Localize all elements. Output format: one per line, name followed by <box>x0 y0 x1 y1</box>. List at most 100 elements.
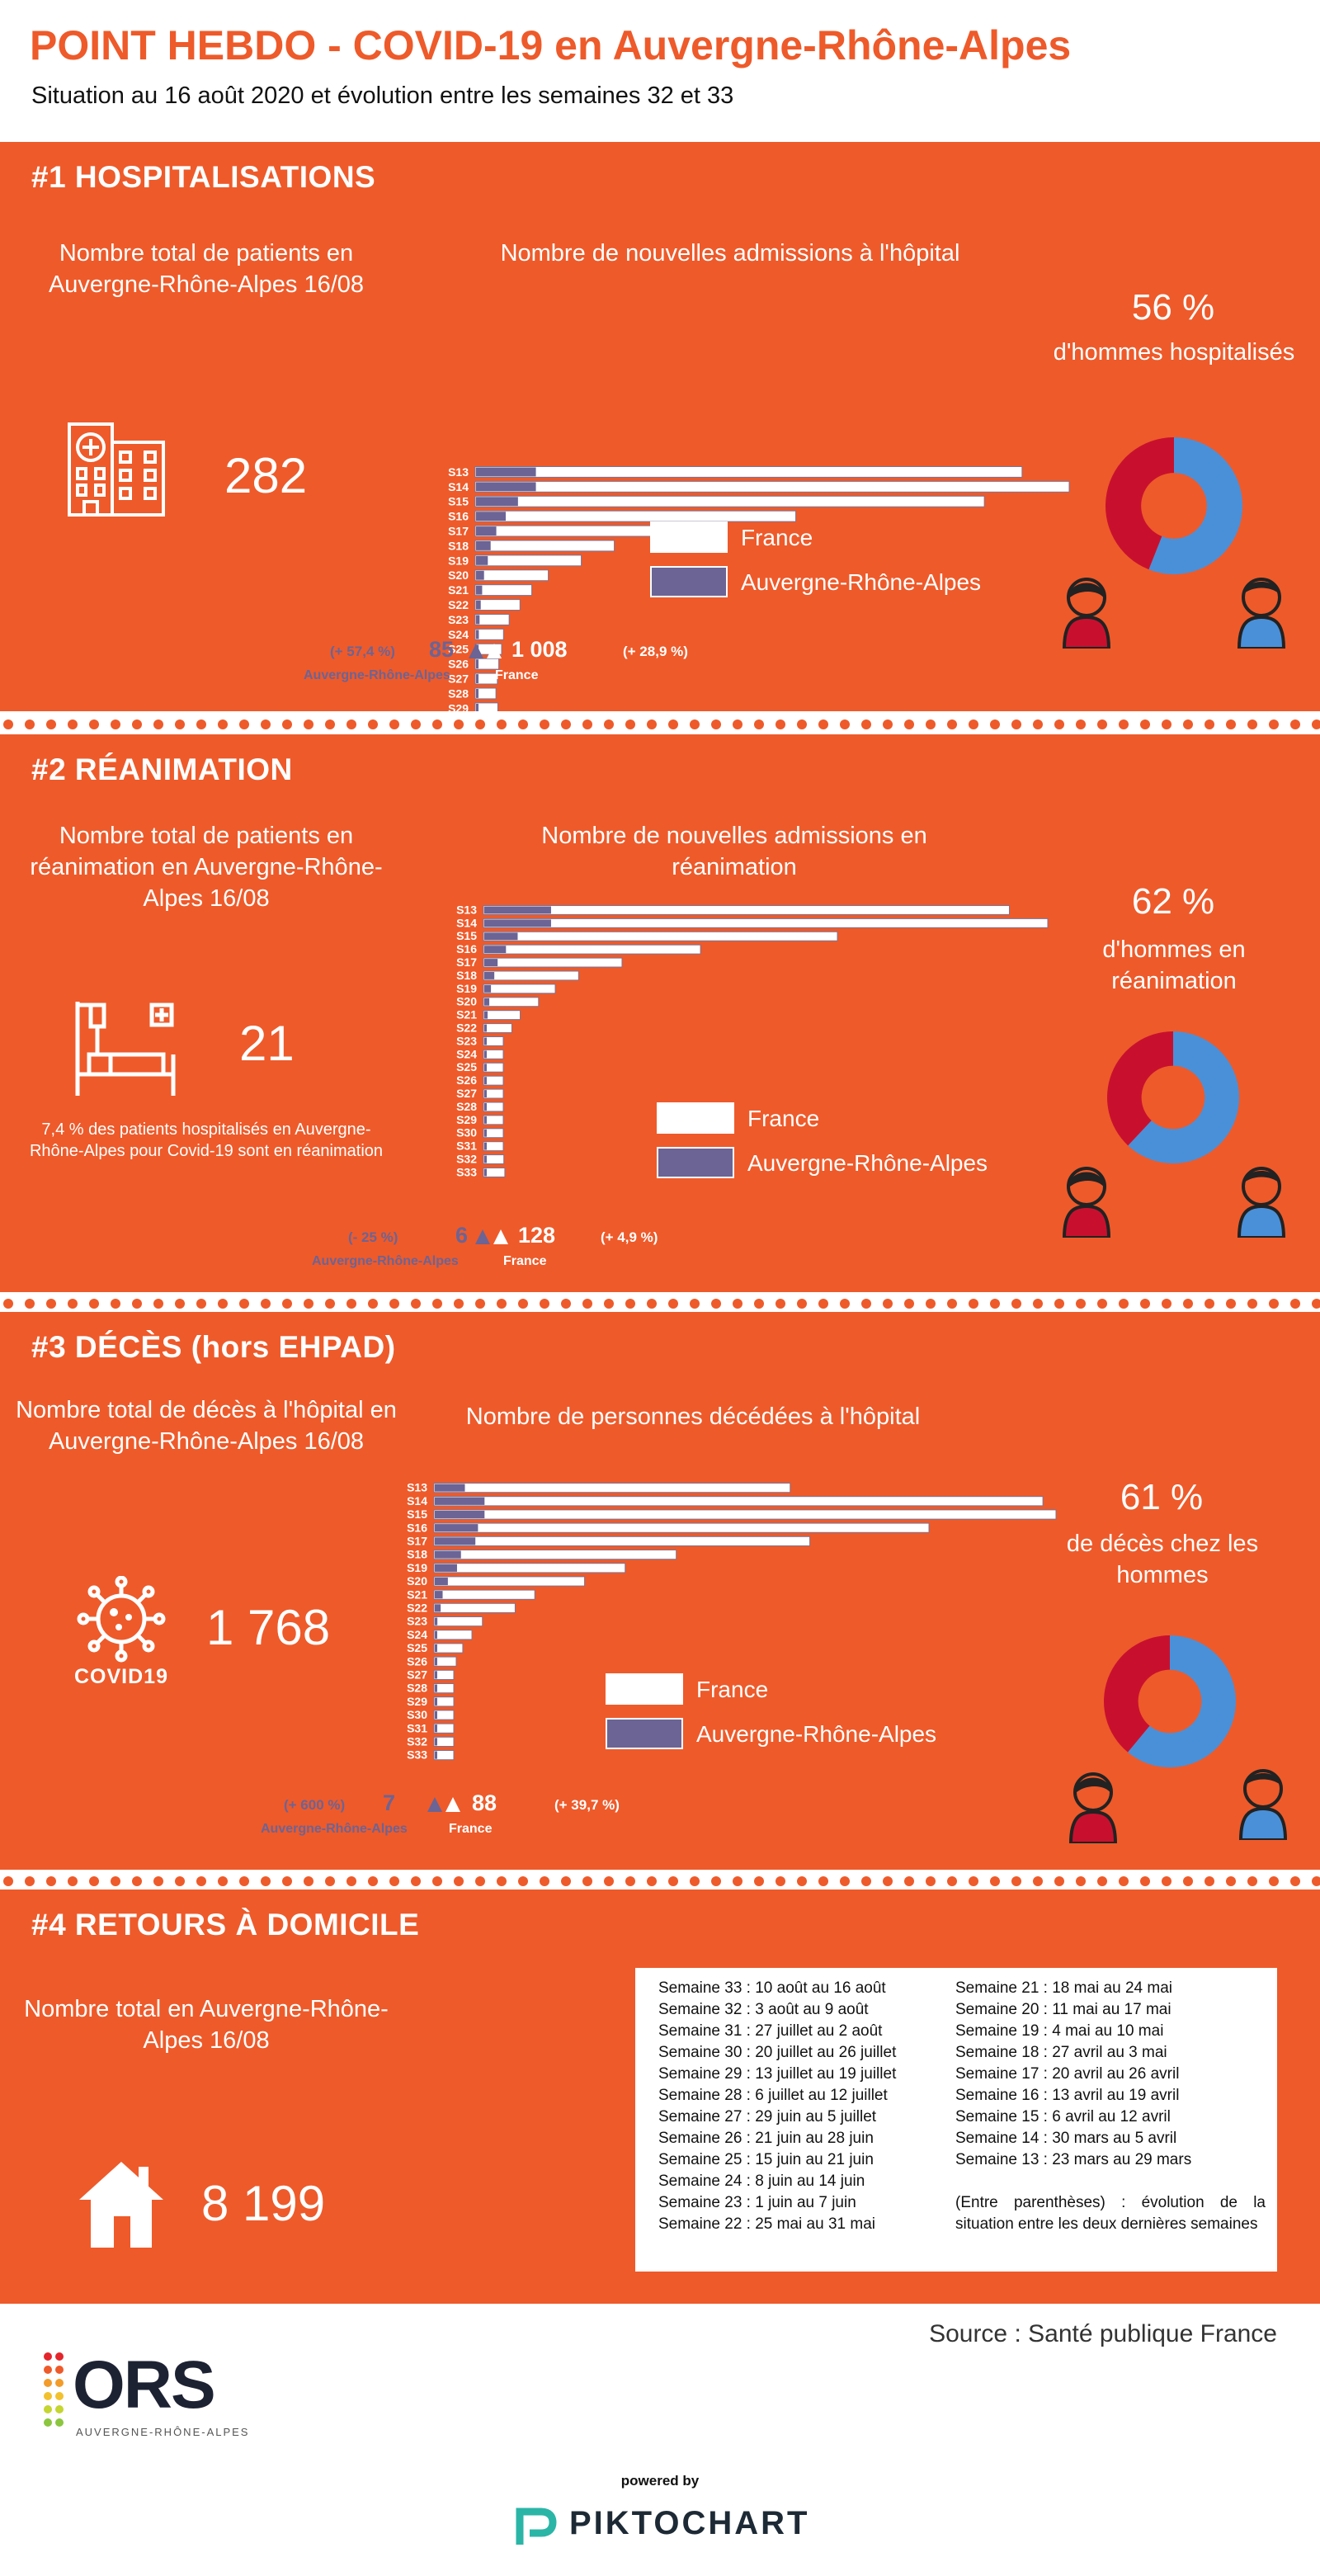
y-tick-label: S25 <box>407 1641 427 1654</box>
y-tick-label: S25 <box>456 1060 477 1073</box>
y-tick-label: S30 <box>407 1708 427 1721</box>
bar-france <box>483 997 540 1007</box>
page-title: POINT HEBDO - COVID-19 en Auvergne-Rhône… <box>30 22 1072 68</box>
men-percentage: 62 % <box>1131 881 1215 922</box>
spacer <box>955 2171 1266 2192</box>
bar-france <box>483 1049 504 1059</box>
bar-ara <box>484 1037 487 1045</box>
donut-chart <box>1104 1635 1236 1767</box>
bar-france <box>433 1563 626 1573</box>
y-tick-label: S18 <box>448 539 469 552</box>
bar-ara <box>435 1630 437 1639</box>
y-tick-label: S26 <box>456 1073 477 1087</box>
bar-ara <box>484 1011 488 1019</box>
y-tick-label: S15 <box>407 1507 427 1521</box>
woman-icon <box>1064 1764 1122 1845</box>
y-tick-label: S14 <box>407 1494 427 1507</box>
bar-france <box>433 1496 1044 1507</box>
france-weekly-value: 1 008 <box>512 637 568 662</box>
bar-france <box>483 1154 505 1165</box>
page-subtitle: Situation au 16 août 2020 et évolution e… <box>31 83 734 109</box>
bar-france <box>483 984 556 994</box>
week-item: Semaine 26 : 21 juin au 28 juin <box>658 2130 874 2147</box>
men-label: de décès chez les hommes <box>1066 1531 1259 1588</box>
men-label: d'hommes en réanimation <box>1102 937 1246 994</box>
section-title: #1 HOSPITALISATIONS <box>31 160 376 194</box>
y-tick-label: S23 <box>456 1034 477 1047</box>
week-item: Semaine 21 : 18 mai au 24 mai <box>955 1979 1172 1997</box>
piktochart-text: PIKTOCHART <box>569 2505 810 2541</box>
bar-ara <box>435 1524 478 1532</box>
bar-ara <box>484 959 498 966</box>
y-tick-label: S13 <box>407 1481 427 1494</box>
bar-ara <box>484 1077 487 1085</box>
week-item: Semaine 17 : 20 avril au 26 avril <box>955 2065 1180 2083</box>
dotted-divider <box>0 1875 1320 1888</box>
bar-france <box>433 1630 473 1640</box>
bar-ara <box>476 497 518 507</box>
y-tick-label: S23 <box>407 1615 427 1628</box>
y-tick-label: S33 <box>456 1165 477 1178</box>
bar-france <box>474 554 582 567</box>
bar-france <box>483 1141 504 1152</box>
week-item: Semaine 15 : 6 avril au 12 avril <box>955 2108 1171 2125</box>
men-percentage: 56 % <box>1131 287 1215 328</box>
source-text: Source : Santé publique France <box>929 2320 1277 2347</box>
bar-chart: S13S14S15S16S17S18S19S20S21S22S23S24S25S… <box>456 903 1049 1178</box>
bar-france <box>474 658 500 670</box>
ara-label: Auvergne-Rhône-Alpes <box>304 668 450 682</box>
section-deces: #3 DÉCÈS (hors EHPAD) Nombre total de dé… <box>0 1312 1320 1870</box>
bar-ara <box>484 972 495 979</box>
bar-ara <box>484 998 490 1006</box>
y-tick-label: S16 <box>407 1521 427 1534</box>
bar-ara <box>476 512 506 521</box>
bar-france <box>433 1683 455 1694</box>
weekly-evolution: (+ 600 %) 7 88 (+ 39,7 %) Auvergne-Rhône… <box>0 1790 1320 1840</box>
y-tick-label: S31 <box>456 1139 477 1153</box>
y-tick-label: S17 <box>407 1534 427 1547</box>
bar-france <box>433 1483 791 1493</box>
y-tick-label: S30 <box>456 1126 477 1139</box>
ara-change: (+ 600 %) <box>284 1797 346 1813</box>
y-tick-label: S18 <box>456 969 477 982</box>
triangle-ara-icon <box>475 1229 490 1244</box>
woman-icon <box>1058 1158 1115 1239</box>
woman-icon <box>1058 569 1115 650</box>
y-tick-label: S22 <box>448 598 469 611</box>
y-tick-label: S17 <box>448 524 469 537</box>
bar-ara <box>484 1050 487 1059</box>
triangle-france-icon <box>487 644 502 658</box>
legend-swatch-france <box>606 1673 683 1705</box>
donut-chart <box>1107 1031 1239 1163</box>
y-tick-label: S32 <box>456 1153 477 1166</box>
bar-ara <box>435 1617 438 1625</box>
bar-france <box>474 466 1023 478</box>
bar-ara <box>435 1671 437 1679</box>
bar-france <box>483 918 1049 928</box>
bar-ara <box>435 1738 437 1746</box>
bar-france <box>433 1750 455 1761</box>
bar-france <box>483 1062 504 1073</box>
dots <box>3 1299 1320 1309</box>
france-change: (+ 28,9 %) <box>623 644 688 659</box>
piktochart-logo[interactable]: PIKTOCHART <box>512 2500 808 2550</box>
bar-france <box>433 1536 811 1546</box>
y-tick-label: S21 <box>456 1008 477 1021</box>
total-label: Nombre total de patients en Auvergne-Rhô… <box>48 240 365 298</box>
donut-slice-women <box>1104 1635 1170 1753</box>
bar-france <box>474 495 985 507</box>
week-item: Semaine 25 : 15 juin au 21 juin <box>658 2151 874 2168</box>
ara-change: (+ 57,4 %) <box>330 644 395 659</box>
week-item: Semaine 19 : 4 mai au 10 mai <box>955 2022 1164 2040</box>
donut-slice-men <box>1128 1031 1239 1163</box>
bar-france <box>474 687 497 700</box>
y-tick-label: S19 <box>448 554 469 567</box>
y-tick-label: S29 <box>448 701 469 711</box>
bar-ara <box>435 1484 465 1492</box>
y-tick-label: S28 <box>456 1100 477 1113</box>
man-icon <box>1234 1761 1292 1842</box>
france-weekly-value: 128 <box>518 1223 556 1248</box>
y-tick-label: S16 <box>456 942 477 955</box>
bar-france <box>433 1656 457 1667</box>
y-tick-label: S23 <box>448 613 469 626</box>
